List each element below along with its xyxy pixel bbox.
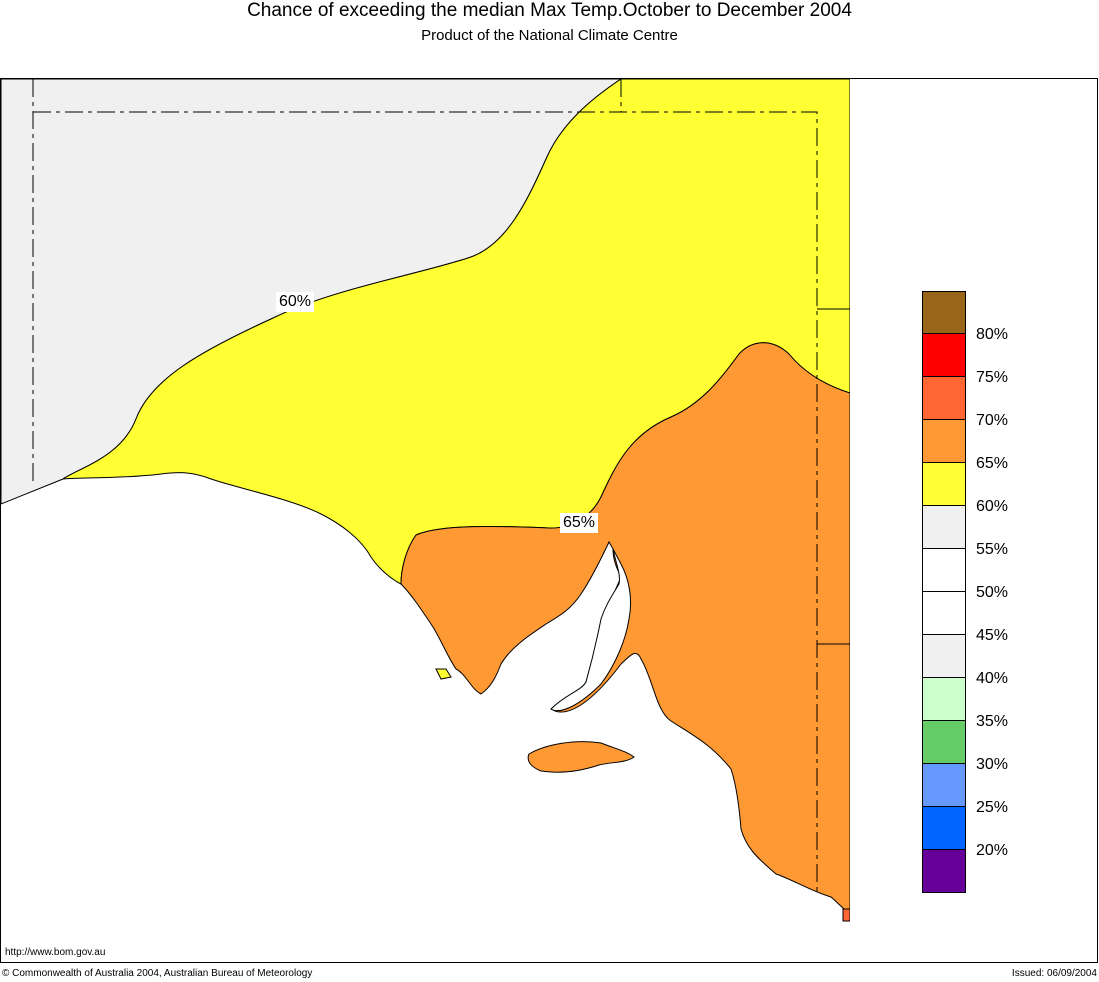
state-border <box>32 79 818 894</box>
legend-swatch <box>922 678 966 721</box>
contour-label-60: 60% <box>276 292 315 312</box>
copyright-text: © Commonwealth of Australia 2004, Austra… <box>2 968 313 979</box>
legend-label: 20% <box>976 842 1009 859</box>
legend-swatch <box>922 807 966 850</box>
legend-swatch <box>922 291 966 334</box>
red-fleck <box>842 908 850 922</box>
legend-label: 45% <box>976 627 1009 644</box>
legend-label: 50% <box>976 584 1009 601</box>
legend-colorbar <box>922 291 966 893</box>
legend-swatch <box>922 377 966 420</box>
legend-swatch <box>922 850 966 893</box>
source-url: http://www.bom.gov.au <box>5 947 106 958</box>
legend-swatch <box>922 764 966 807</box>
legend-swatch <box>922 334 966 377</box>
probability-map <box>1 79 850 962</box>
legend-label: 35% <box>976 713 1009 730</box>
legend-label: 70% <box>976 412 1009 429</box>
legend-label: 55% <box>976 541 1009 558</box>
issued-date: Issued: 06/09/2004 <box>1011 968 1097 979</box>
legend-swatch <box>922 463 966 506</box>
legend-label: 80% <box>976 326 1009 343</box>
legend-label: 60% <box>976 498 1009 515</box>
legend-swatch <box>922 420 966 463</box>
legend-label: 30% <box>976 756 1009 773</box>
kangaroo-island <box>527 741 635 773</box>
legend-label: 25% <box>976 799 1009 816</box>
map-subtitle: Product of the National Climate Centre <box>421 27 678 44</box>
contour-label-65: 65% <box>560 513 599 533</box>
legend-label: 65% <box>976 455 1009 472</box>
yellow-islet <box>435 668 452 680</box>
legend-swatch <box>922 549 966 592</box>
legend-swatch <box>922 635 966 678</box>
legend-label: 40% <box>976 670 1009 687</box>
legend-label: 75% <box>976 369 1009 386</box>
legend-swatch <box>922 506 966 549</box>
grid-line <box>817 308 850 645</box>
map-title: Chance of exceeding the median Max Temp.… <box>247 0 852 21</box>
legend-swatch <box>922 592 966 635</box>
legend-swatch <box>922 721 966 764</box>
spencer-gulf <box>550 548 632 711</box>
